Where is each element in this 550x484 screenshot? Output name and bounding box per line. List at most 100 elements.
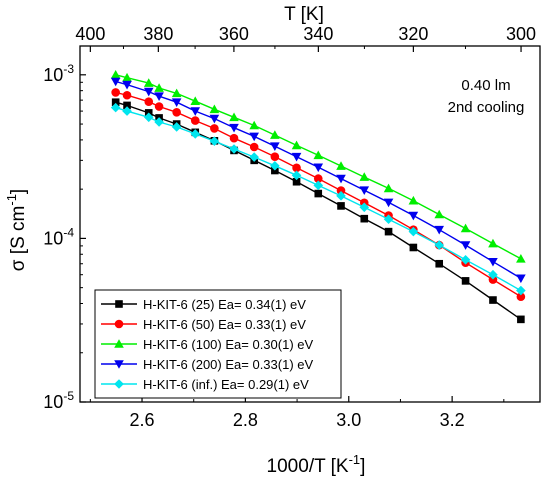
data-point (190, 107, 201, 116)
series-line (115, 101, 522, 320)
data-point (122, 80, 132, 90)
data-point (384, 227, 393, 236)
data-point (383, 198, 394, 208)
data-point (336, 191, 346, 201)
top-tick-label: 300 (506, 24, 536, 44)
y-tick-label: 10-5 (43, 389, 74, 412)
data-point (122, 106, 132, 116)
legend-marker (114, 360, 124, 369)
data-point (292, 177, 301, 186)
data-point (209, 104, 220, 114)
data-point (336, 186, 346, 195)
data-point (460, 223, 471, 233)
data-point (408, 211, 419, 221)
data-point (229, 144, 239, 154)
data-point (488, 275, 498, 284)
data-point (171, 98, 182, 108)
x-tick-label: 3.0 (336, 410, 361, 430)
data-point (154, 92, 164, 102)
series-layer (110, 70, 526, 324)
x-axis: 2.6 2.8 3.0 3.2 (89, 396, 505, 430)
data-point (359, 202, 370, 213)
legend-marker (115, 300, 123, 308)
x-tick-label: 2.8 (233, 410, 258, 430)
data-point (383, 183, 394, 193)
y-tick-label: 10-3 (43, 62, 74, 85)
data-point (110, 102, 121, 113)
data-point (111, 98, 120, 107)
data-point (516, 292, 526, 302)
data-point (143, 112, 154, 123)
top-tick-label: 400 (75, 24, 105, 44)
series-4 (110, 77, 526, 284)
data-point (249, 142, 259, 152)
data-point (122, 72, 132, 82)
data-point (190, 116, 200, 125)
annotation-line-1: 0.40 lm (461, 77, 510, 94)
data-point (111, 88, 120, 97)
data-point (488, 257, 498, 267)
data-point (209, 114, 220, 124)
top-tick-label: 380 (143, 24, 173, 44)
data-point (190, 129, 201, 139)
annotation-line-2: 2nd cooling (448, 99, 525, 116)
data-point (460, 254, 471, 265)
plot-border (79, 45, 541, 403)
data-point (408, 226, 419, 237)
data-point (516, 254, 526, 263)
plot-frame (79, 45, 541, 403)
data-point (434, 209, 445, 219)
legend-marker (114, 379, 124, 389)
data-point (313, 150, 324, 160)
legend-label: H-KIT-6 (inf.) Ea= 0.29(1) eV (143, 377, 309, 392)
data-point (154, 117, 164, 127)
data-point (489, 296, 497, 304)
data-point (383, 214, 394, 225)
data-point (171, 88, 182, 98)
legend-item: H-KIT-6 (200) Ea= 0.33(1) eV (101, 357, 313, 372)
series-line (115, 80, 522, 279)
data-point (336, 161, 346, 170)
series-line (115, 106, 522, 292)
data-point (360, 214, 369, 223)
data-point (313, 163, 324, 173)
data-point (122, 90, 132, 100)
data-point (249, 152, 259, 162)
data-point (144, 97, 154, 106)
series-1 (111, 98, 525, 324)
data-point (249, 132, 259, 142)
data-point (123, 101, 131, 110)
data-point (313, 174, 323, 183)
top-tick-label: 320 (398, 24, 428, 44)
data-point (249, 120, 259, 130)
data-point (292, 163, 301, 173)
legend-label: H-KIT-6 (50) Ea= 0.33(1) eV (143, 317, 306, 332)
data-point (516, 274, 526, 284)
x-tick-label: 3.2 (440, 410, 465, 430)
data-point (434, 225, 445, 235)
series-3 (110, 70, 526, 263)
data-point (291, 170, 302, 181)
data-point (190, 96, 201, 105)
data-point (516, 285, 526, 296)
data-point (460, 241, 471, 250)
legend-item: H-KIT-6 (25) Ea= 0.34(1) eV (101, 297, 306, 312)
y-axis-label: σ [S cm-1] (4, 189, 29, 271)
data-point (488, 269, 498, 280)
data-point (154, 83, 164, 92)
data-point (435, 259, 444, 268)
data-point (409, 243, 418, 252)
data-point (337, 202, 345, 210)
top-axis: 400 380 360 340 320 300 (75, 24, 536, 52)
legend-marker (114, 339, 124, 348)
data-point (336, 174, 346, 184)
y-tick-label: 10-4 (43, 225, 74, 248)
legend-marker (114, 319, 124, 329)
top-tick-label: 360 (219, 24, 249, 44)
data-point (461, 277, 470, 285)
data-point (210, 124, 219, 133)
data-point (110, 77, 121, 87)
data-point (143, 87, 154, 97)
data-point (359, 172, 370, 181)
